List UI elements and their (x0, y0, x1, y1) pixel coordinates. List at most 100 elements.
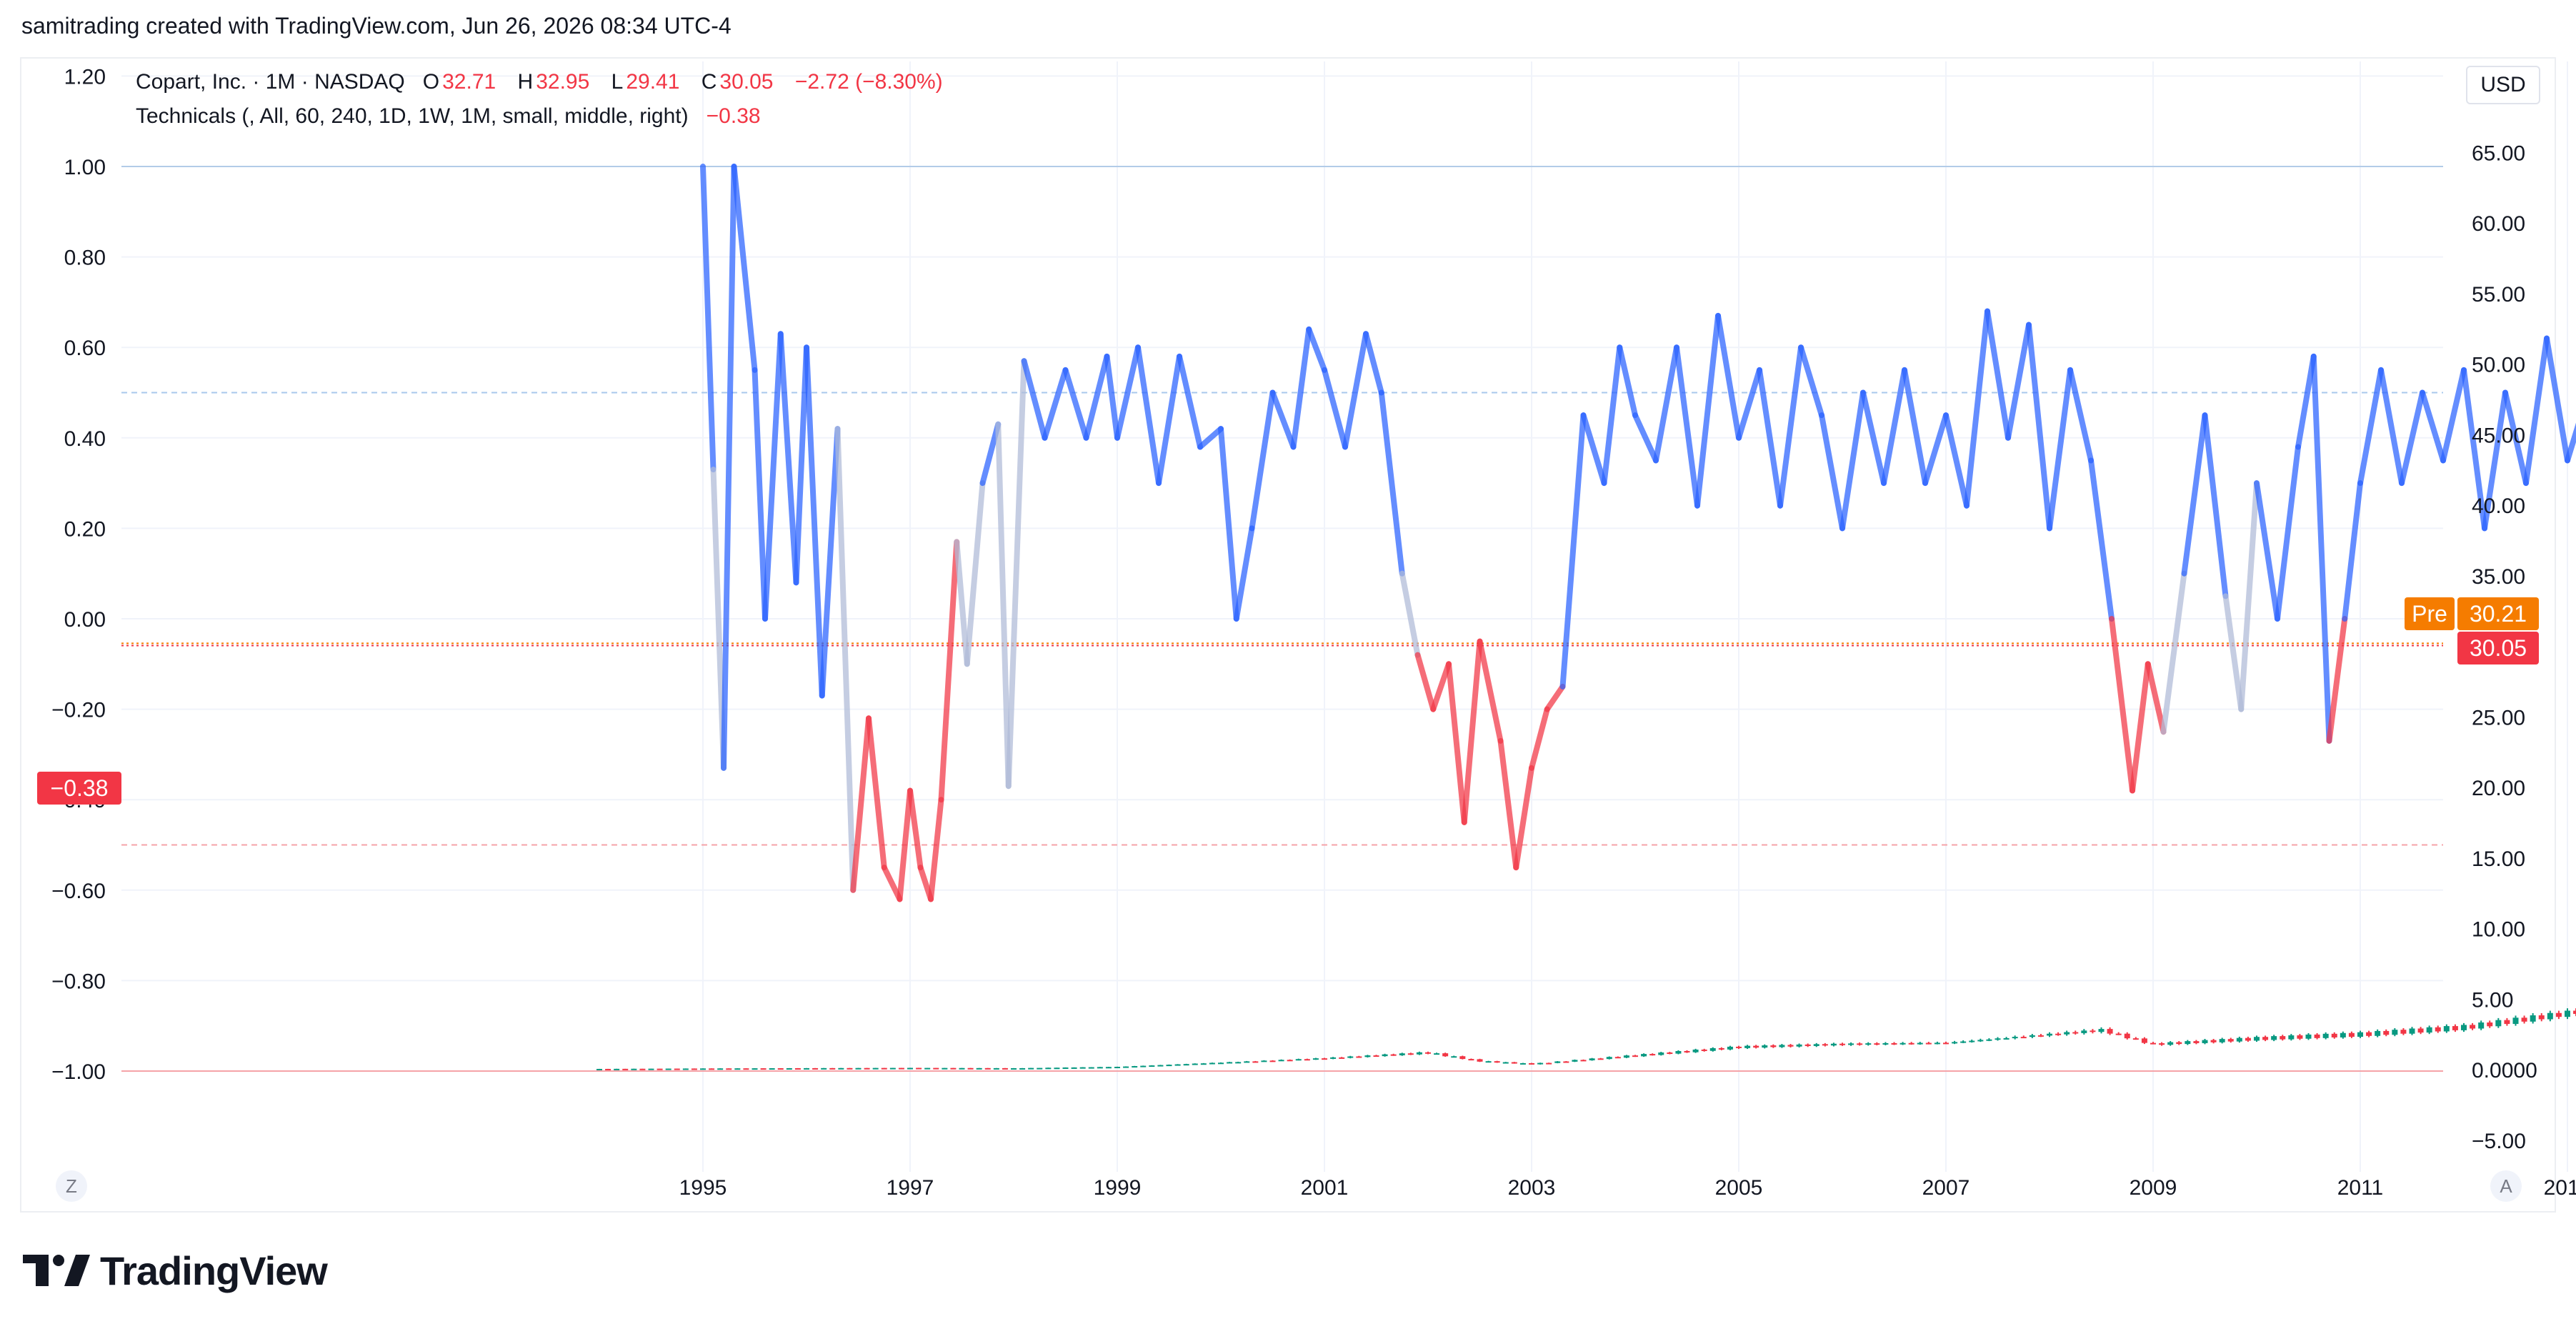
price-candle (2280, 1036, 2286, 1040)
ohlc-legend[interactable]: Copart, Inc. · 1M · NASDAQ O 32.71 H 32.95… (136, 70, 943, 94)
indicator-label[interactable]: Technicals (, All, 60, 240, 1D, 1W, 1M, … (136, 104, 689, 128)
technicals-segment (1860, 389, 1887, 487)
price-candle (881, 1067, 887, 1070)
right-axis-tick: −5.00 (2472, 1130, 2526, 1153)
left-axis-tick: −0.60 (51, 880, 106, 903)
price-candle (1261, 1060, 1267, 1062)
price-candle (1804, 1044, 1811, 1046)
price-candle (2245, 1037, 2251, 1041)
price-candle (1917, 1042, 1923, 1045)
price-candle (1839, 1043, 1845, 1045)
left-axis-tick: 0.60 (64, 337, 106, 360)
time-axis-tick: 1995 (679, 1176, 727, 1200)
price-candle (1149, 1065, 1155, 1067)
price-candle (2159, 1043, 2165, 1045)
price-candle (1934, 1042, 1940, 1045)
technicals-segment (700, 164, 717, 473)
technicals-segment (1249, 389, 1276, 532)
price-candle (2081, 1030, 2087, 1033)
technicals-segment (2222, 593, 2245, 712)
technicals-segment (1363, 331, 1384, 396)
price-candle (2400, 1030, 2407, 1034)
price-candle (2443, 1026, 2450, 1032)
price-candle (959, 1067, 965, 1070)
time-axis-tick: 2013 (2544, 1176, 2576, 1200)
tradingview-logo-text: TradingView (100, 1248, 328, 1293)
price-candle (2271, 1036, 2277, 1040)
price-candle (2555, 1012, 2562, 1017)
technicals-segment (731, 164, 758, 373)
price-candle (1762, 1045, 1768, 1048)
price-candle (794, 1067, 801, 1070)
symbol-label[interactable]: Copart, Inc. · 1M · NASDAQ (136, 70, 405, 94)
price-candle (709, 1068, 715, 1070)
technicals-segment (866, 715, 887, 871)
price-candle (898, 1067, 904, 1070)
price-candle (2495, 1020, 2502, 1027)
tradingview-logo[interactable]: TradingView (23, 1248, 328, 1293)
technicals-segment (907, 787, 924, 871)
price-candle (2132, 1038, 2139, 1040)
time-axis-tick: 1999 (1094, 1176, 1142, 1200)
price-candle (2098, 1029, 2105, 1032)
price-candle (2340, 1032, 2346, 1037)
price-candle (2107, 1029, 2113, 1034)
time-axis-tick: 1997 (887, 1176, 934, 1200)
price-candle (1442, 1053, 1449, 1057)
technicals-segment (2275, 444, 2301, 622)
attribution-text: samitrading created with TradingView.com… (21, 13, 732, 39)
technicals-segment (1632, 412, 1659, 464)
price-candle (1623, 1055, 1629, 1058)
price-candle (717, 1068, 724, 1070)
technicals-segment (752, 367, 768, 622)
price-candle (752, 1068, 758, 1070)
technicals-segment (1290, 326, 1312, 450)
price-candle (855, 1067, 862, 1070)
time-axis-tick: 2003 (1508, 1176, 1556, 1200)
technicals-segment (1021, 358, 1048, 441)
technicals-segment (1005, 358, 1027, 790)
price-candle (2219, 1039, 2225, 1042)
right-axis-tick: 55.00 (2472, 283, 2525, 307)
price-candle (1364, 1055, 1371, 1057)
indicator-legend[interactable]: Technicals (, All, 60, 240, 1D, 1W, 1M, … (136, 104, 761, 129)
technicals-segment (1414, 652, 1437, 712)
auto-scale-button[interactable]: A (2490, 1170, 2522, 1202)
price-candle (1002, 1067, 1008, 1070)
technicals-segment (2482, 389, 2508, 532)
close-label: C (701, 70, 717, 94)
technicals-segment (2047, 367, 2073, 532)
right-axis-tick: 0.0000 (2472, 1059, 2537, 1082)
technicals-segment (2254, 480, 2280, 622)
price-candle (2020, 1037, 2027, 1039)
technicals-segment (2238, 480, 2260, 712)
price-candle (1580, 1060, 1587, 1062)
currency-button[interactable]: USD (2466, 66, 2540, 104)
price-candle (1062, 1067, 1069, 1069)
price-candle (614, 1068, 620, 1070)
price-candle (1071, 1067, 1077, 1069)
price-candle (1407, 1053, 1414, 1055)
technicals-segment (964, 480, 986, 667)
price-candle (829, 1067, 836, 1070)
price-candle (2012, 1037, 2018, 1039)
technicals-segment (2145, 661, 2167, 735)
price-candle (821, 1067, 827, 1070)
price-candle (1848, 1043, 1854, 1045)
price-candle (993, 1067, 999, 1070)
price-candle (2521, 1017, 2527, 1022)
price-candle (2409, 1028, 2415, 1034)
price-candle (1054, 1067, 1060, 1070)
high-label: H (517, 70, 534, 94)
zoom-button[interactable]: Z (56, 1170, 87, 1202)
price-candle (2322, 1033, 2329, 1038)
close-value: 30.05 (719, 70, 774, 94)
price-candle (1641, 1054, 1647, 1057)
technicals-segment (928, 797, 944, 902)
technicals-segment (1580, 412, 1607, 487)
technicals-segment (2005, 322, 2032, 441)
price-candle (1649, 1054, 1656, 1056)
right-axis-tick: 15.00 (2472, 847, 2525, 871)
technicals-segment (1601, 344, 1623, 487)
